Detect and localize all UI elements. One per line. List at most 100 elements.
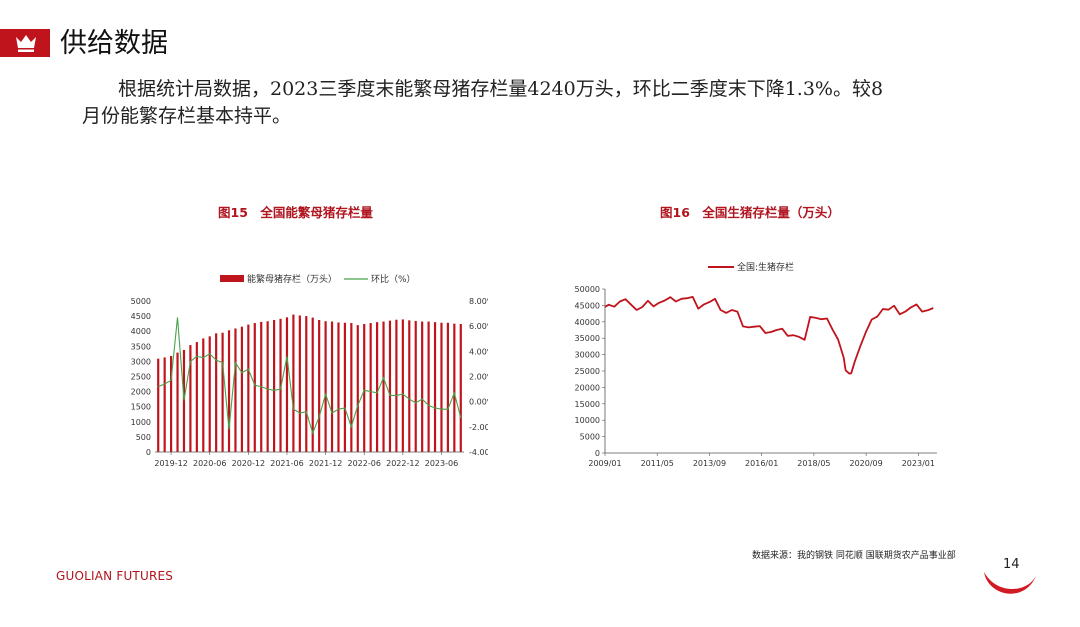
x-tick-label: 2023-06 [425, 459, 458, 468]
bar [343, 322, 347, 452]
page-number: 14 [1003, 557, 1020, 572]
bar [279, 318, 282, 452]
bar [208, 336, 211, 452]
y-tick-label: 10000 [575, 416, 600, 425]
hog-inventory-chart: 全国:生猪存栏 0 5000 10000 15000 20000 25000 30000 350… [575, 261, 937, 468]
bar [440, 322, 443, 452]
y-tick-label: 5000 [580, 433, 600, 442]
x-tick-label: 2020-06 [193, 459, 226, 468]
legend-bar-label: 能繁母猪存栏（万头） [247, 273, 337, 285]
bar [176, 352, 179, 452]
bar [266, 321, 269, 452]
bar [272, 320, 276, 452]
bar [427, 321, 430, 452]
figure-15-title: 图15 全国能繁母猪存栏量 [218, 205, 373, 220]
summary-line-1: 根据统计局数据，2023三季度末能繁母猪存栏量4240万头，环比二季度末下降1.… [118, 78, 884, 100]
x-tick-label: 2018/05 [797, 459, 830, 468]
bar [395, 319, 398, 452]
y-tick-label: 20000 [575, 383, 600, 392]
y-left-tick-label: 2500 [131, 373, 151, 382]
bar [298, 315, 301, 452]
bar [382, 321, 385, 452]
section-title: 供给数据 [60, 28, 168, 59]
y-tick-label: 25000 [575, 367, 600, 376]
crown-icon [16, 35, 36, 52]
summary-text: 根据统计局数据，2023三季度末能繁母猪存栏量4240万头，环比二季度末下降1.… [82, 76, 1034, 130]
bar [247, 324, 250, 452]
legend-bar-swatch [220, 275, 244, 282]
y-tick-label: 45000 [575, 301, 600, 310]
bar [311, 317, 314, 452]
bar [408, 320, 411, 452]
bar [401, 319, 404, 452]
bar [337, 322, 340, 452]
bar [292, 314, 295, 452]
summary-line-2: 月份能繁存栏基本持平。 [82, 105, 292, 127]
x-tick-label: 2020-12 [232, 459, 265, 468]
figure-16-title: 图16 全国生猪存栏量（万头） [660, 205, 840, 220]
bar [227, 330, 231, 452]
y-left-tick-label: 4000 [131, 327, 151, 336]
bar [330, 321, 334, 452]
bar [195, 342, 198, 452]
legend-label: 全国:生猪存栏 [737, 261, 794, 273]
bar [318, 320, 321, 452]
x-tick-label: 2013/09 [693, 459, 726, 468]
bar [324, 321, 327, 452]
bar [369, 323, 372, 452]
swoosh-icon [984, 572, 1036, 594]
mom-line [157, 317, 462, 435]
bar [253, 323, 256, 452]
x-tick-label: 2022-12 [386, 459, 419, 468]
bar [446, 322, 450, 452]
y-left-tick-label: 0 [146, 448, 151, 457]
y-right-tick-label: 0.00% [469, 398, 488, 407]
x-tick-label: 2023/01 [902, 459, 935, 468]
bar [182, 349, 186, 452]
y-right-tick-label: -4.00% [469, 448, 488, 457]
bar [305, 316, 308, 452]
x-tick-label: 2019-12 [154, 459, 187, 468]
bar [285, 317, 289, 452]
data-source: 数据来源：我的钢铁 同花顺 国联期货农产品事业部 [752, 551, 956, 561]
bar [169, 355, 173, 452]
y-tick-label: 40000 [575, 318, 600, 327]
bar [356, 325, 359, 452]
y-left-tick-label: 5000 [131, 297, 151, 306]
bar [157, 358, 160, 452]
bar [433, 322, 437, 452]
y-left-tick-label: 1000 [131, 418, 151, 427]
bar [363, 323, 366, 452]
x-tick-label: 2011/05 [641, 459, 674, 468]
y-right-tick-label: 4.00% [469, 347, 488, 356]
y-right-tick-label: 6.00% [469, 322, 488, 331]
y-tick-label: 50000 [575, 285, 600, 294]
bar [350, 323, 353, 452]
bar [459, 323, 462, 452]
x-tick-label: 2009/01 [588, 459, 621, 468]
x-tick-label: 2021-12 [309, 459, 342, 468]
bar [163, 357, 166, 452]
brand-logo-text: GUOLIAN FUTURES [56, 569, 174, 583]
y-tick-label: 0 [595, 449, 600, 458]
bar [388, 320, 392, 452]
y-tick-label: 35000 [575, 334, 600, 343]
y-right-tick-label: 2.00% [469, 373, 488, 382]
bar [421, 321, 424, 452]
y-left-tick-label: 3500 [131, 342, 151, 351]
bar [414, 320, 417, 452]
x-tick-label: 2020/09 [850, 459, 883, 468]
y-left-tick-label: 3000 [131, 357, 151, 366]
bar [215, 333, 218, 452]
section-header: 供给数据 [0, 26, 600, 62]
legend-line-label: 环比（%） [371, 273, 416, 285]
x-tick-label: 2016/01 [745, 459, 778, 468]
bar [221, 332, 224, 452]
y-right-tick-label: 8.00% [469, 297, 488, 306]
bar [375, 322, 379, 452]
y-left-tick-label: 2000 [131, 388, 151, 397]
y-right-tick-label: -2.00% [469, 423, 488, 432]
bar [202, 338, 205, 452]
bar [234, 328, 237, 452]
crown-badge [0, 29, 50, 57]
